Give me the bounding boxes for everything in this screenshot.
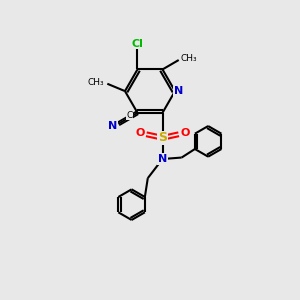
Text: O: O	[135, 128, 145, 138]
Text: CH₃: CH₃	[88, 78, 104, 87]
Text: C: C	[126, 111, 133, 120]
Text: S: S	[158, 131, 167, 144]
Text: O: O	[181, 128, 190, 138]
Text: N: N	[108, 121, 118, 131]
Text: CH₃: CH₃	[180, 54, 197, 63]
Text: Cl: Cl	[131, 38, 143, 49]
Text: N: N	[174, 86, 183, 96]
Text: N: N	[158, 154, 167, 164]
